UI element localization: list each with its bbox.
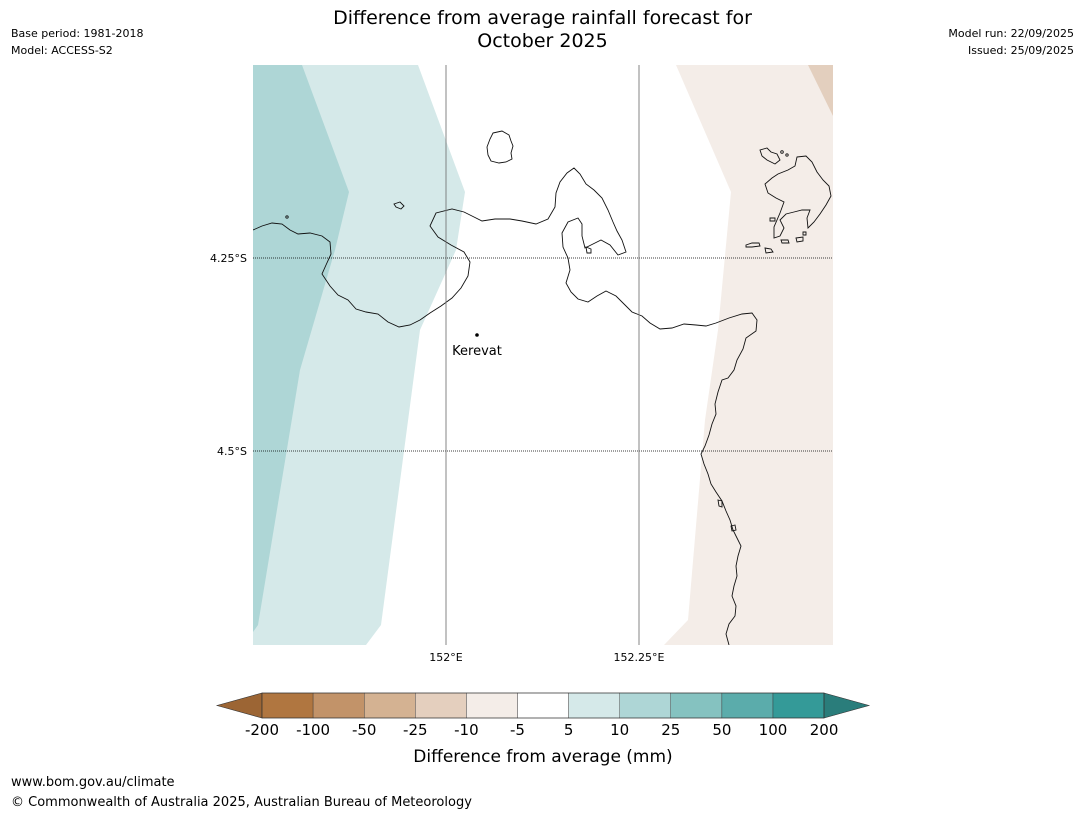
coastline-islet-2 — [285, 215, 289, 219]
colorbar-tick-label: -5 — [510, 721, 525, 739]
colorbar-tick-label: 10 — [610, 721, 629, 739]
colorbar-tick-label: -10 — [454, 721, 479, 739]
place-marker-kerevat — [475, 333, 479, 337]
colorbar-frame — [261, 692, 825, 719]
page-title: Difference from average rainfall forecas… — [0, 7, 1085, 53]
meta-right: Model run: 22/09/2025 Issued: 25/09/2025 — [948, 25, 1074, 59]
coastline-watom-island — [486, 130, 514, 164]
coastline-duke-of-york-islet-1 — [759, 147, 781, 165]
coastline-duke-of-york-islet-2 — [745, 242, 761, 248]
colorbar-tick-label: 25 — [661, 721, 680, 739]
colorbar-cell — [619, 692, 672, 719]
meta-left: Base period: 1981-2018 Model: ACCESS-S2 — [11, 25, 143, 59]
dry-band-5-10 — [664, 65, 833, 645]
coastline-islet-3 — [585, 246, 592, 254]
issued-text: Issued: 25/09/2025 — [967, 44, 1074, 57]
coastline-duke-of-york-islet-10 — [730, 524, 737, 532]
title-line-1: Difference from average rainfall forecas… — [333, 7, 752, 29]
place-label-kerevat: Kerevat — [452, 344, 502, 359]
colorbar-cell — [466, 692, 518, 719]
colorbar-tick-label: 50 — [712, 721, 731, 739]
wet-band-10-25 — [253, 65, 349, 632]
colorbar-tick-label: 100 — [759, 721, 788, 739]
colorbar-arrow-low — [215, 692, 263, 719]
colorbar-tick-label: -100 — [296, 721, 330, 739]
lat-label-4-5: 4.5°S — [217, 445, 247, 458]
footer: www.bom.gov.au/climate © Commonwealth of… — [11, 773, 472, 813]
model-run-text: Model run: 22/09/2025 — [948, 27, 1074, 40]
colorbar-cell — [415, 692, 467, 719]
colorbar-tick-label: -50 — [352, 721, 377, 739]
colorbar-tick-label: -25 — [403, 721, 428, 739]
coastline-duke-of-york-islet-3 — [764, 247, 774, 254]
colorbar-tick-label: 200 — [810, 721, 839, 739]
colorbar-cell — [364, 692, 416, 719]
colorbar-tick-label: 5 — [564, 721, 574, 739]
colorbar-label: Difference from average (mm) — [413, 747, 672, 767]
coastline-duke-of-york-islet-11 — [717, 499, 723, 508]
dry-band-10-25 — [808, 65, 833, 116]
coastline-duke-of-york-islet-6 — [769, 217, 776, 222]
colorbar-cell — [261, 692, 314, 719]
lon-label-152-25: 152.25°E — [614, 651, 665, 664]
coastline-duke-of-york-main — [764, 155, 832, 239]
title-line-2: October 2025 — [477, 30, 608, 52]
colorbar-tick-label: -200 — [245, 721, 279, 739]
colorbar: -200 -100 -50 -25 -10 -5 5 10 25 50 100 200 Differe… — [215, 692, 871, 767]
base-period-text: Base period: 1981-2018 — [11, 27, 144, 40]
colorbar-cell — [312, 692, 365, 719]
coastline-duke-of-york-islet-8 — [780, 150, 784, 154]
colorbar-cell — [721, 692, 774, 719]
footer-copyright: © Commonwealth of Australia 2025, Austra… — [11, 795, 472, 810]
coastline-islet-1 — [393, 201, 405, 210]
coastline-duke-of-york-islet-4 — [780, 239, 790, 244]
map-panel: Kerevat — [253, 65, 833, 645]
model-text: Model: ACCESS-S2 — [11, 44, 113, 57]
colorbar-cell — [772, 692, 825, 719]
coastline-duke-of-york-islet-9 — [785, 153, 789, 157]
coastline-duke-of-york-islet-5 — [795, 236, 804, 243]
lon-label-152: 152°E — [429, 651, 462, 664]
colorbar-cell — [670, 692, 723, 719]
footer-url: www.bom.gov.au/climate — [11, 775, 175, 790]
coastline-main — [253, 167, 758, 645]
colorbar-arrow-high — [823, 692, 871, 719]
colorbar-cell — [568, 692, 620, 719]
coastline-duke-of-york-islet-7 — [802, 231, 807, 236]
lat-label-4-25: 4.25°S — [210, 252, 247, 265]
colorbar-cell — [517, 692, 569, 719]
